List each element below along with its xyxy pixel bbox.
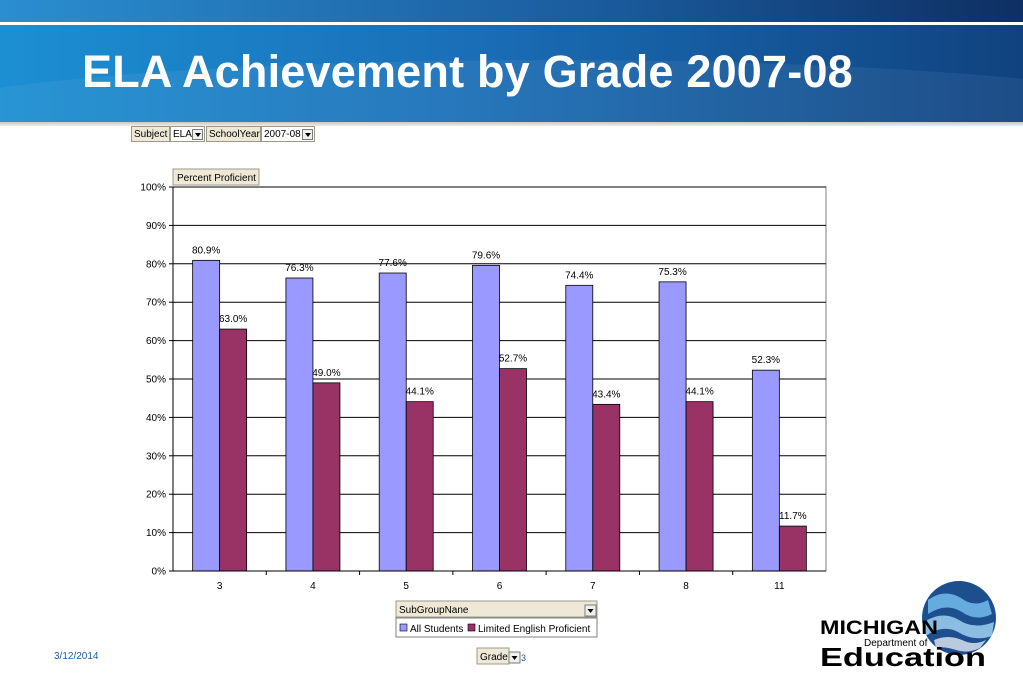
data-label: 44.1% [406, 387, 434, 398]
subject-dropdown-icon[interactable] [192, 129, 203, 140]
y-tick-label: 40% [146, 413, 166, 424]
pivot-field-subject-value[interactable]: ELA [170, 126, 205, 142]
data-label: 77.6% [379, 258, 407, 269]
y-tick-label: 20% [146, 490, 166, 501]
series-field-dropdown-icon[interactable] [584, 604, 597, 617]
y-tick-label: 50% [146, 375, 166, 386]
bar-lep-grade-6 [499, 368, 527, 572]
pivot-field-subject-text: ELA [173, 129, 192, 140]
bar-all-students-grade-8 [658, 281, 687, 572]
x-tick-label: 11 [774, 581, 785, 592]
y-tick-label: 80% [146, 259, 166, 270]
data-label: 49.0% [312, 368, 340, 379]
legend [395, 617, 598, 638]
banner-swoosh [0, 60, 1023, 122]
bar-lep-grade-4 [312, 382, 341, 572]
bar-all-students-grade-7 [565, 284, 594, 572]
y-tick-label: 100% [140, 183, 166, 194]
slide-title: ELA Achievement by Grade 2007-08 [82, 46, 853, 97]
series-field-label: SubGroupNane [399, 605, 469, 616]
bar-all-students-grade-5 [378, 272, 407, 572]
bar-lep-grade-8 [685, 401, 714, 572]
data-label: 52.7% [499, 354, 527, 365]
x-tick-label: 8 [683, 581, 689, 592]
data-label: 52.3% [752, 355, 780, 366]
category-field-label: Grade [480, 652, 508, 663]
y-tick-label: 90% [146, 221, 166, 232]
y-tick-label: 30% [146, 451, 166, 462]
data-label: 11.7% [779, 511, 807, 522]
y-tick-label: 10% [146, 528, 166, 539]
pivot-field-schoolyear-text: 2007-08 [264, 129, 301, 140]
data-label: 79.6% [472, 250, 500, 261]
x-tick-label: 5 [403, 581, 409, 592]
banner-top-band [0, 0, 1023, 22]
bar-all-students-grade-4 [285, 277, 314, 572]
bar-all-students-grade-3 [192, 259, 221, 572]
title-banner: ELA Achievement by Grade 2007-08 [0, 0, 1023, 122]
data-field-label: Percent Proficient [177, 173, 256, 184]
data-label: 43.4% [592, 389, 620, 400]
michigan-education-logo: MICHIGAN Department of Education [820, 581, 996, 670]
banner-separator [0, 22, 1023, 25]
data-label: 44.1% [685, 387, 713, 398]
y-tick-label: 70% [146, 298, 166, 309]
legend-label-all-students: All Students [410, 624, 463, 635]
x-tick-label: 3 [217, 581, 223, 592]
x-tick-label: 7 [590, 581, 596, 592]
logo-education-text: Education [820, 642, 986, 670]
page-number: 3 [521, 653, 527, 663]
legend-swatch-all-students [399, 623, 408, 632]
legend-swatch-lep [467, 623, 476, 632]
bar-all-students-grade-6 [472, 264, 500, 572]
y-tick-label: 60% [146, 336, 166, 347]
data-label: 80.9% [192, 245, 220, 256]
data-label: 63.0% [219, 314, 247, 325]
title-underline [0, 122, 1023, 126]
legend-label-lep: Limited English Proficient [478, 624, 590, 635]
pivot-field-schoolyear-value[interactable]: 2007-08 [261, 126, 315, 142]
data-field-button[interactable] [172, 168, 260, 186]
bar-all-students-grade-11 [751, 369, 780, 572]
data-label: 75.3% [658, 267, 686, 278]
category-field-dropdown-icon[interactable] [508, 651, 521, 664]
data-label: 76.3% [285, 263, 313, 274]
bar-lep-grade-7 [592, 403, 621, 572]
pivot-field-subject-label: Subject [131, 126, 170, 142]
x-tick-label: 6 [497, 581, 503, 592]
series-field-button[interactable] [395, 600, 598, 618]
logo-department-text: Department of [864, 638, 928, 649]
bar-lep-grade-5 [405, 401, 434, 572]
schoolyear-dropdown-icon[interactable] [302, 129, 313, 140]
y-tick-label: 0% [152, 567, 167, 578]
logo-michigan-text: MICHIGAN [820, 618, 938, 639]
bar-lep-grade-11 [778, 525, 807, 572]
pivot-field-schoolyear-label: SchoolYear [206, 126, 261, 142]
slide-date: 3/12/2014 [54, 651, 99, 662]
bar-lep-grade-3 [219, 328, 248, 572]
data-label: 74.4% [565, 270, 593, 281]
x-tick-label: 4 [310, 581, 316, 592]
